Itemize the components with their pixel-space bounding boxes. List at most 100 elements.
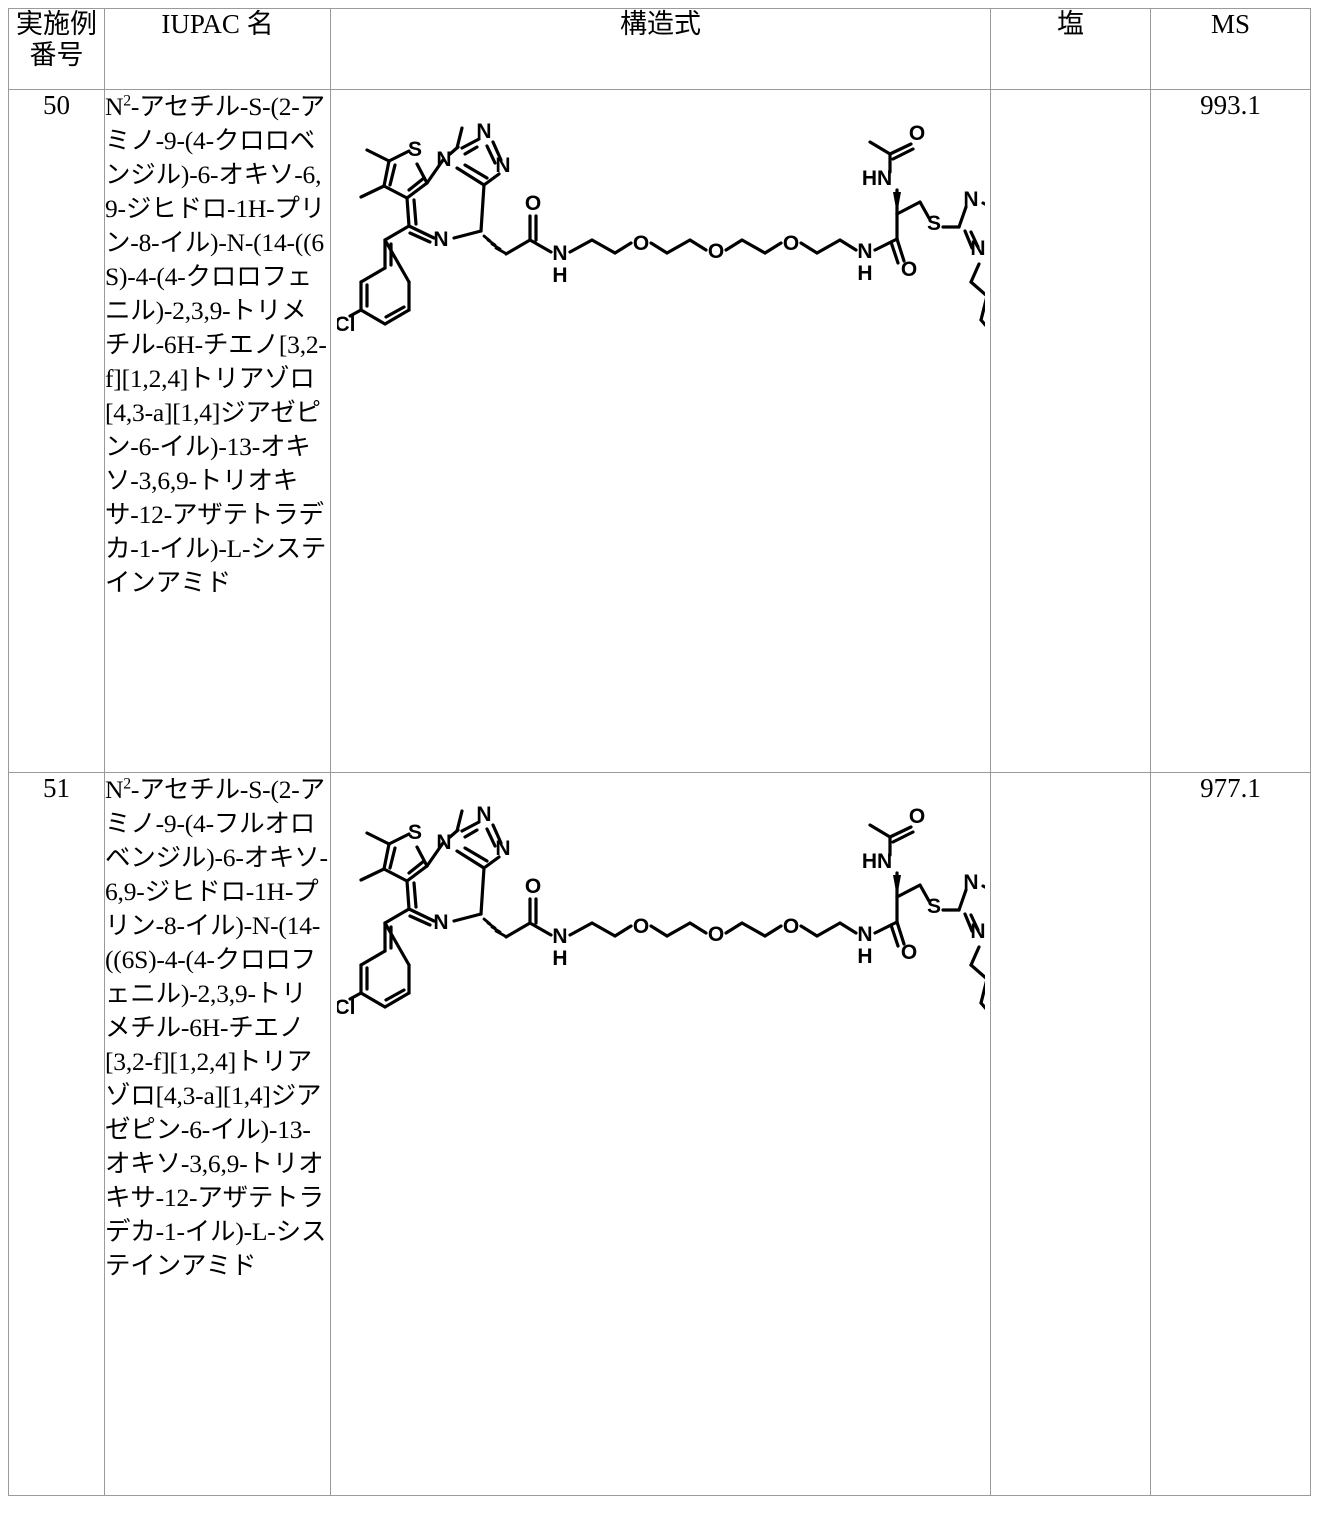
structure-51-atom-diazepine-n5: N bbox=[433, 911, 448, 934]
structure-51-atom-amide-oxygen: O bbox=[524, 875, 540, 898]
bond-ch2-ch2-2 bbox=[664, 238, 692, 255]
bond-n5-c6 bbox=[451, 229, 483, 240]
bond-c8-n7 bbox=[956, 205, 968, 229]
table-header-row: 実施例 番号 IUPAC 名 構造式 塩 MS bbox=[8, 8, 1311, 90]
cell-example-no: 50 bbox=[8, 89, 105, 773]
bond-acetyl-c-o-b bbox=[890, 147, 915, 161]
bond-thiophene-c3a-c7a-inner bbox=[406, 859, 426, 875]
structure-51-stereo-hash-bond bbox=[482, 917, 506, 938]
table-row: 51 N2-アセチル-S-(2-アミノ-9-(4-フルオロベンジル)-6-オキソ… bbox=[8, 772, 1311, 1496]
bond-o2-ch2 bbox=[723, 238, 744, 252]
bond-c-o-double-c bbox=[894, 237, 906, 263]
bond-thiophene-c3-c3a bbox=[381, 184, 409, 200]
bond-triazole-n2-n3 bbox=[490, 140, 503, 162]
bond-n9-ch2 bbox=[968, 262, 981, 284]
structure-50-atom-amide2-oxygen: O bbox=[900, 258, 916, 281]
bond-ch2-ch2-3 bbox=[739, 238, 767, 255]
structure-50-atom-triazole-n3: N bbox=[495, 154, 510, 177]
structure-50-stereo-wedge-bond bbox=[892, 192, 901, 214]
bond-n5-c6 bbox=[451, 912, 483, 923]
column-header-structural-formula: 構造式 bbox=[330, 8, 991, 90]
bond-aryl-5-inner bbox=[383, 305, 406, 319]
bond-thiophene-c7a-s bbox=[414, 845, 429, 868]
structure-50-atom-ether-oxygen-2: O bbox=[707, 240, 723, 263]
structure-51-atom-triazole-n3: N bbox=[495, 837, 510, 860]
column-header-example-no: 実施例 番号 bbox=[8, 8, 105, 90]
structure-50-atom-amide2-hydrogen: H bbox=[857, 262, 872, 285]
bond-ch2-co bbox=[503, 921, 532, 939]
structure-50-diagram: SNNNNClONHOOONHOHNOSNNONHNNH2Cl bbox=[337, 120, 985, 336]
bond-triazole-c-n1-inner bbox=[462, 846, 489, 863]
structure-51-atom-acetyl-oxygen: O bbox=[908, 805, 924, 828]
bond-c3a-c4-inner bbox=[411, 198, 418, 226]
bond-ch2-benzyl bbox=[968, 963, 985, 980]
bond-acetyl-c-o-b bbox=[890, 830, 915, 844]
bond-methyl-3 bbox=[358, 867, 386, 882]
bond-ca-cb bbox=[894, 883, 922, 899]
bond-triazole-c-n2-inner bbox=[462, 828, 479, 839]
bond-triazole-n1-c bbox=[447, 828, 460, 839]
iupac-name-superscript: 2 bbox=[123, 92, 131, 110]
column-header-ms: MS bbox=[1150, 8, 1311, 90]
column-header-iupac-name: IUPAC 名 bbox=[104, 8, 331, 90]
cell-ms: 993.1 bbox=[1150, 89, 1311, 773]
bond-triazole-n2-n3-inner bbox=[484, 827, 497, 848]
structure-50-atom-ether-oxygen-1: O bbox=[632, 232, 648, 255]
bond-thiophene-c3a-c7a bbox=[404, 181, 429, 200]
structure-51-atom-thioether-sulfur: S bbox=[926, 895, 940, 918]
bond-n7-c5 bbox=[980, 884, 985, 889]
bond-co-n bbox=[527, 238, 553, 254]
bond-thiophene-c7a-s bbox=[414, 162, 429, 185]
bond-n2-co bbox=[872, 237, 899, 252]
bond-ch2-ch2-4 bbox=[814, 921, 842, 938]
bond-c4-n5-inner bbox=[407, 231, 432, 244]
bond-triazole-c-n1 bbox=[454, 849, 486, 870]
bond-ch2-o1 bbox=[612, 924, 633, 938]
bond-c-o-double-c bbox=[894, 920, 906, 946]
structure-51-atom-triazole-n1: N bbox=[436, 831, 451, 854]
structure-51-atom-purine-n9: N bbox=[970, 920, 985, 943]
bond-aryl-cl bbox=[347, 308, 363, 318]
bond-triazole-c-n1-inner bbox=[462, 163, 489, 180]
bond-triazole-n1-c bbox=[447, 145, 460, 156]
bond-ch2-n2 bbox=[837, 238, 858, 252]
cell-iupac-name: N2-アセチル-S-(2-アミノ-9-(4-クロロベンジル)-6-オキソ-6,9… bbox=[104, 89, 331, 773]
column-header-example-no-line2: 番号 bbox=[29, 40, 84, 71]
bond-aryl-2 bbox=[358, 266, 387, 284]
structure-50-atom-amide-hydrogen: H bbox=[552, 264, 567, 287]
structure-50-atom-amide-nitrogen: N bbox=[552, 242, 567, 265]
bond-triazole-c-n1 bbox=[454, 166, 486, 187]
bond-co-n bbox=[527, 921, 553, 937]
bond-c4-n5 bbox=[406, 907, 436, 923]
bond-o1-ch2 bbox=[648, 241, 669, 255]
bond-c3a-c4-inner bbox=[411, 881, 418, 909]
cell-iupac-name: N2-アセチル-S-(2-アミノ-9-(4-フルオロベンジル)-6-オキソ-6,… bbox=[104, 772, 331, 1496]
bond-c-o-double-d bbox=[888, 923, 900, 948]
bond-triazole-n2-n3-inner bbox=[484, 144, 497, 165]
bond-ch2-n2 bbox=[837, 921, 858, 935]
bond-o1-ch2 bbox=[648, 924, 669, 938]
structure-51-atom-amide2-nitrogen: N bbox=[857, 923, 872, 946]
bond-ca-cb bbox=[894, 200, 922, 216]
bond-c4-aryl bbox=[382, 907, 411, 925]
structure-50-atom-triazole-n2: N bbox=[476, 120, 491, 143]
structure-50-atom-thiophene-sulfur: S bbox=[407, 138, 421, 161]
bond-ch2-ch2-1 bbox=[589, 238, 617, 255]
iupac-name-rest: -アセチル-S-(2-アミノ-9-(4-クロロベンジル)-6-オキソ-6,9-ジ… bbox=[105, 92, 327, 598]
bond-triazole-c-n2 bbox=[459, 137, 481, 150]
structure-50-atom-amide2-nitrogen: N bbox=[857, 240, 872, 263]
bond-ch2-ch2-4 bbox=[814, 238, 842, 255]
bond-c7a-n bbox=[424, 158, 445, 185]
structure-51-atom-ether-oxygen-2: O bbox=[707, 923, 723, 946]
iupac-name-prefix: N bbox=[105, 775, 124, 804]
bond-aryl-5 bbox=[382, 991, 411, 1009]
bond-thiophene-c3a-c7a bbox=[404, 864, 429, 883]
structure-51-atom-amide2-hydrogen: H bbox=[857, 945, 872, 968]
bond-acetyl-c-o-a bbox=[887, 142, 913, 156]
structure-50-atom-acetyl-oxygen: O bbox=[908, 122, 924, 145]
bond-n-ch2 bbox=[567, 238, 594, 254]
bond-benzyl-2 bbox=[978, 318, 985, 328]
cell-ms: 977.1 bbox=[1150, 772, 1311, 1496]
iupac-name-superscript: 2 bbox=[123, 775, 131, 793]
